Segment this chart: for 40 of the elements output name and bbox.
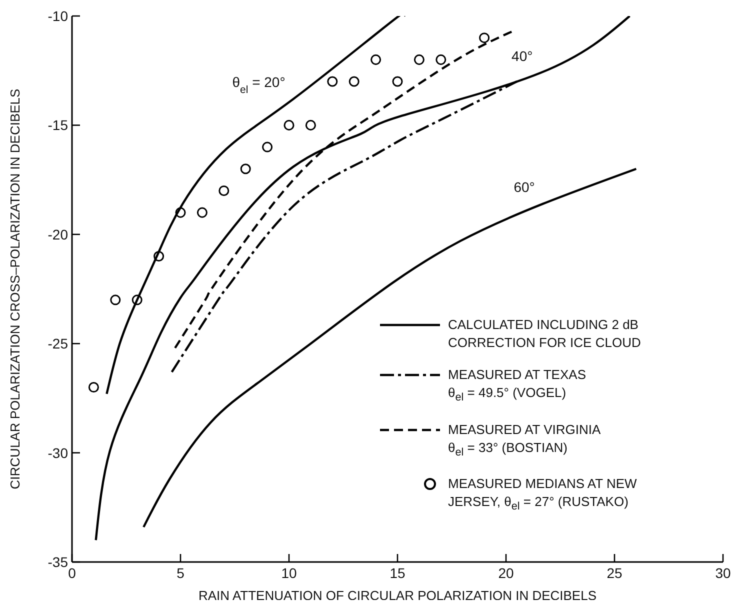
- point: [218, 185, 230, 196]
- point: [436, 54, 446, 65]
- point: [479, 32, 490, 44]
- annotation: 60°: [514, 178, 535, 195]
- x-tick-label: 0: [68, 565, 76, 581]
- point: [305, 120, 316, 130]
- annotation: 40°: [512, 48, 533, 64]
- point: [392, 76, 403, 87]
- y-tick-label: -30: [48, 444, 68, 461]
- legend-label: MEASURED AT VIRGINIA θ$_{el}$ = 33° (BOSTIAN): [448, 420, 601, 460]
- point: [327, 76, 338, 87]
- point: [110, 294, 121, 306]
- point: [132, 294, 142, 306]
- x-axis-title: RAIN ATTENUATION OF CIRCULAR POLARIZATION IN DECIBELS: [198, 588, 597, 603]
- point: [240, 164, 251, 174]
- y-tick-label: -35: [48, 554, 68, 570]
- annotation: θ$_{el}$ = 20°: [232, 74, 286, 96]
- point: [88, 382, 99, 393]
- x-tick-label: 5: [176, 565, 185, 581]
- y-tick-label: -25: [48, 336, 68, 352]
- point: [262, 142, 273, 152]
- y-tick-label: -15: [48, 117, 68, 134]
- x-tick-label: 30: [715, 565, 731, 581]
- legend-label: CALCULATED INCLUDING 2 dB CORRECTION FOR ICE CLOUD: [448, 316, 641, 352]
- legend-label: MEASURED MEDIANS AT NEW JERSEY, θ$_{el}$ = 27° (RUSTAKO): [448, 475, 637, 515]
- point: [196, 207, 208, 218]
- x-tick-label: 25: [606, 565, 622, 581]
- x-tick-label: 10: [281, 565, 297, 581]
- point: [370, 54, 382, 65]
- x-tick-label: 20: [498, 565, 514, 581]
- legend-label: MEASURED AT TEXAS θ$_{el}$ = 49.5° (VOGEL): [448, 366, 586, 406]
- y-tick-label: -10: [48, 8, 68, 24]
- y-tick-label: -20: [48, 226, 68, 242]
- y-axis-title: CIRCULAR POLARIZATION CROSS–POLARIZATION IN DECIBELS: [8, 88, 23, 490]
- point: [175, 207, 186, 218]
- point: [284, 120, 294, 130]
- point: [348, 76, 360, 87]
- point: [154, 250, 164, 262]
- point: [414, 54, 424, 65]
- x-tick-label: 15: [390, 565, 406, 581]
